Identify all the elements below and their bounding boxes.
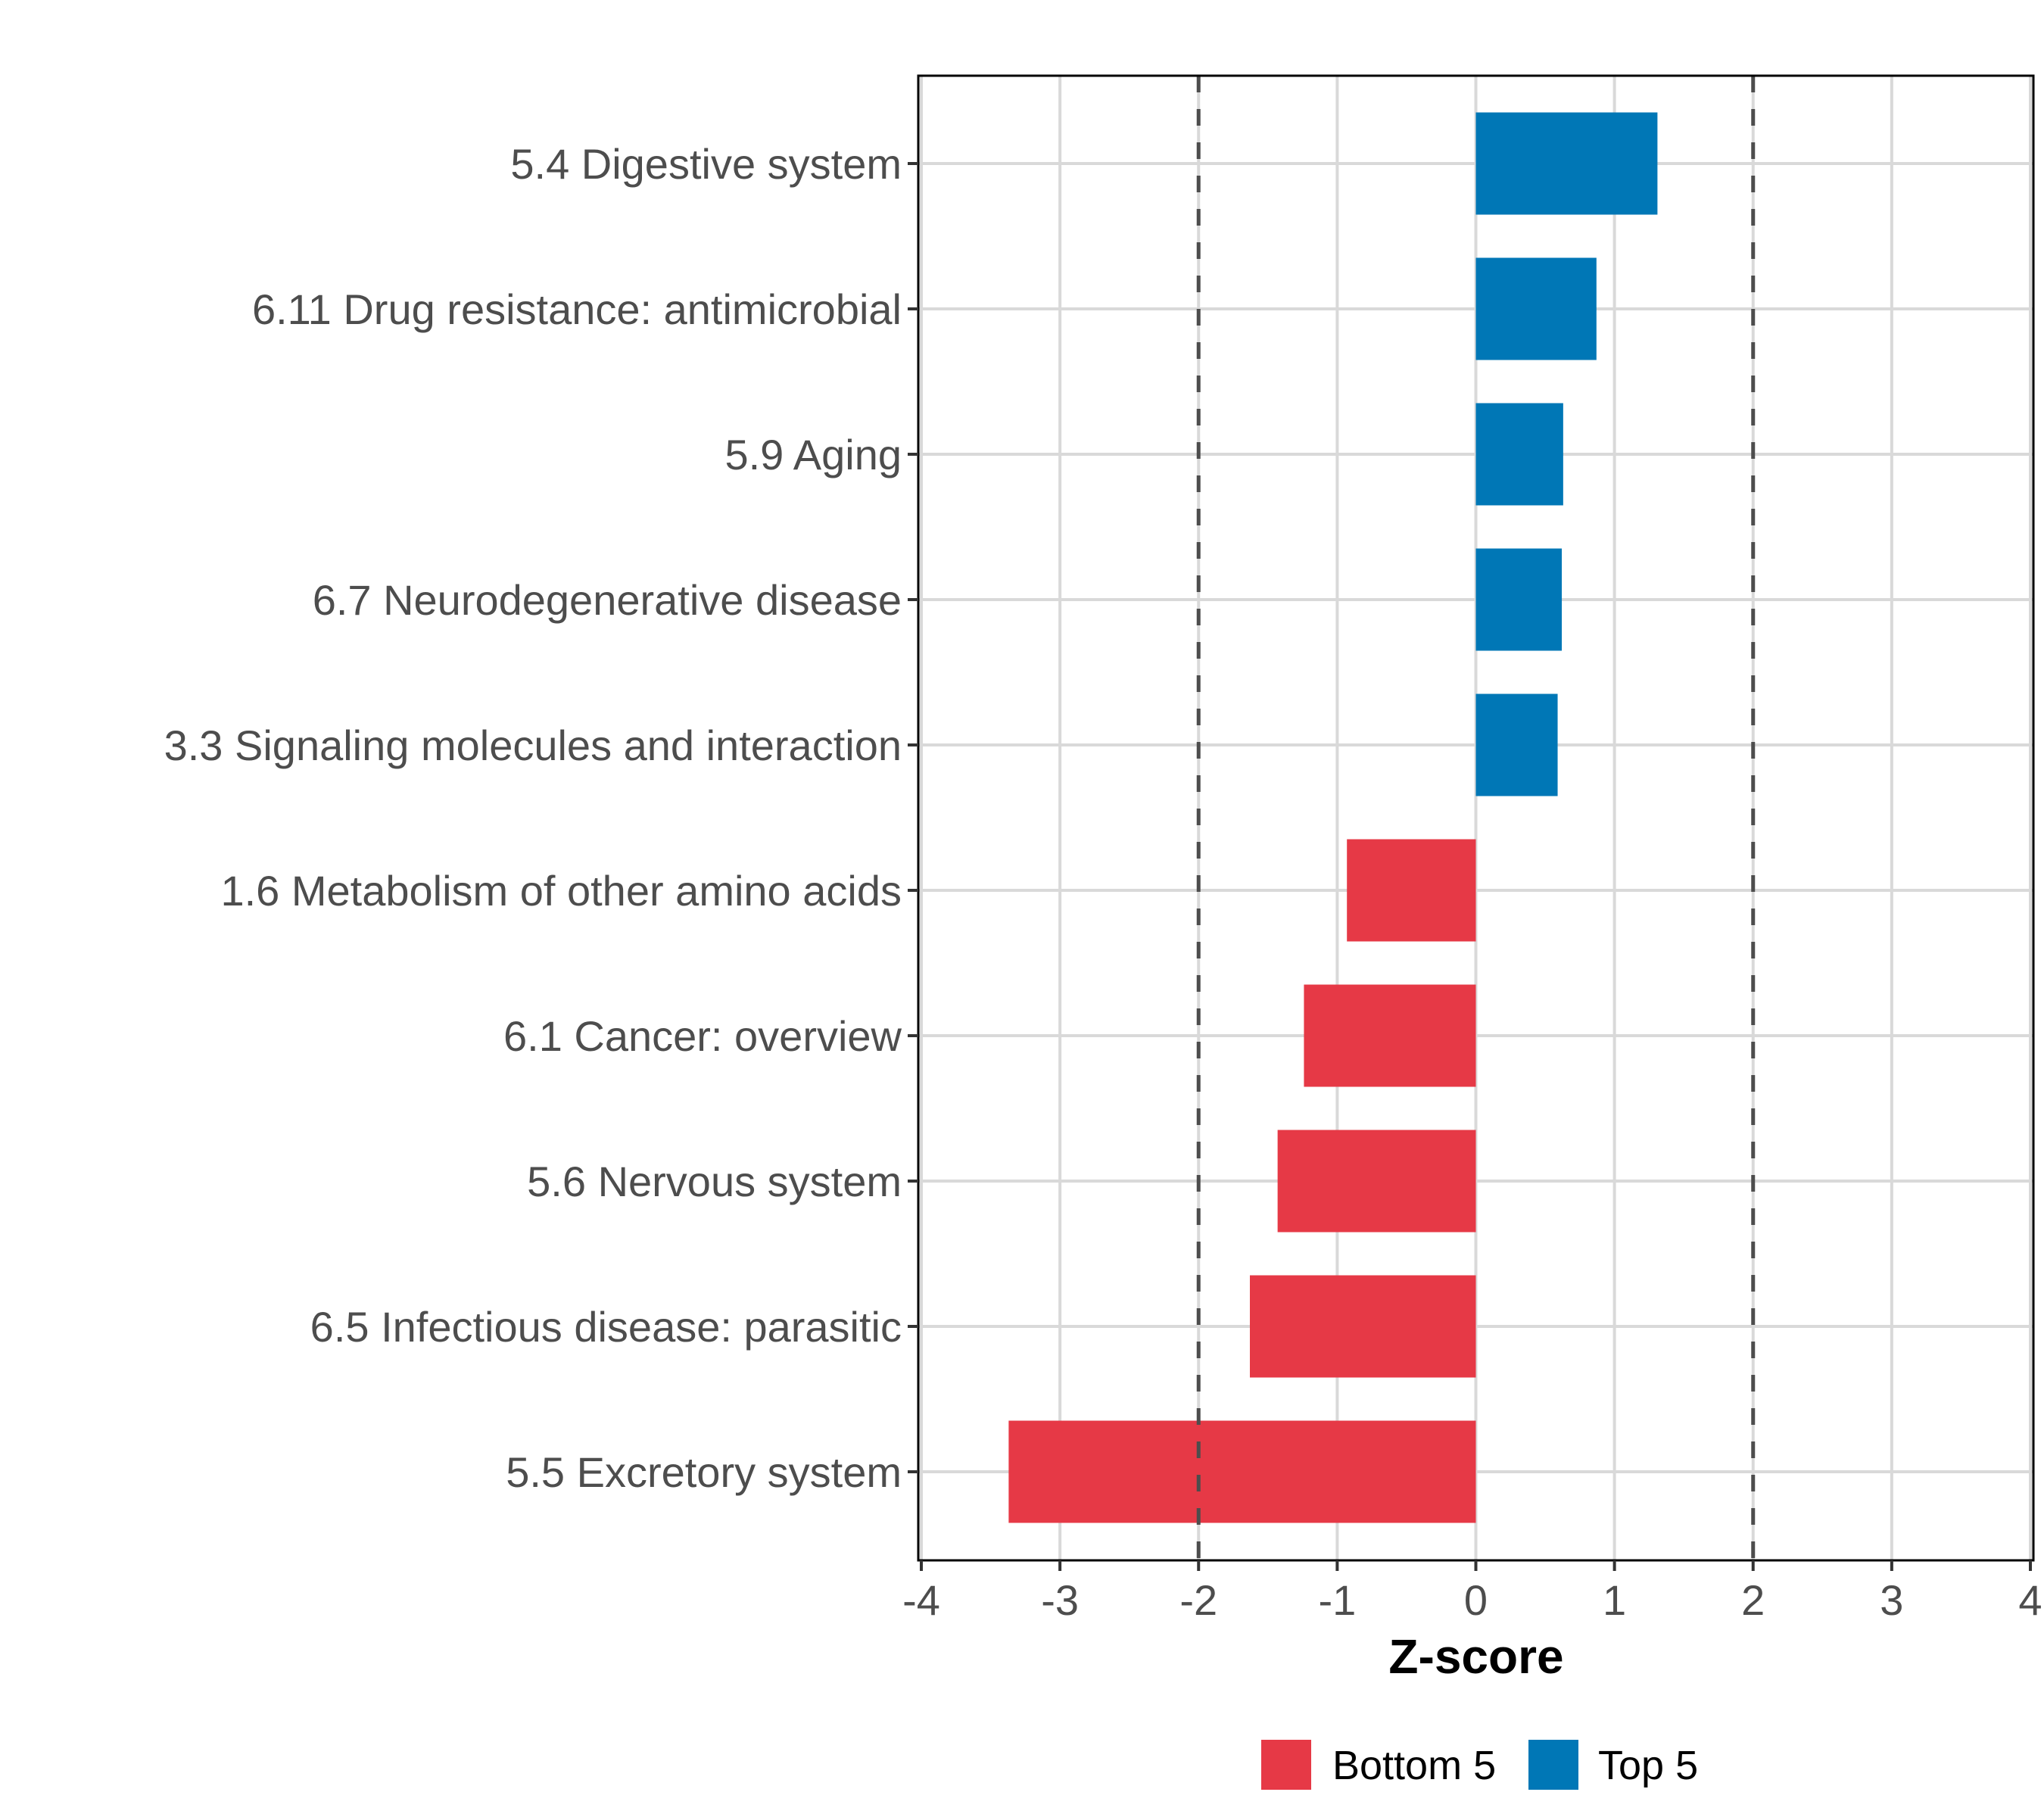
legend-swatch-1 bbox=[1528, 1740, 1578, 1790]
x-axis: -4 -3 -2 -1 0 1 2 3 4 bbox=[902, 1560, 2042, 1624]
bar-1 bbox=[1475, 257, 1597, 360]
x-tick-label-2: -2 bbox=[1179, 1576, 1217, 1624]
bars bbox=[1008, 112, 1658, 1523]
y-tick-label-6: 6.1 Cancer: overview bbox=[503, 1012, 902, 1060]
y-tick-label-9: 5.5 Excretory system bbox=[506, 1448, 902, 1496]
x-tick-label-8: 4 bbox=[2018, 1576, 2042, 1624]
bar-8 bbox=[1250, 1275, 1476, 1378]
legend-label-1: Top 5 bbox=[1598, 1743, 1698, 1788]
y-tick-label-0: 5.4 Digestive system bbox=[510, 140, 902, 188]
bar-0 bbox=[1475, 112, 1658, 215]
y-tick-label-2: 5.9 Aging bbox=[724, 431, 902, 478]
x-tick-label-4: 0 bbox=[1464, 1576, 1488, 1624]
bar-9 bbox=[1008, 1420, 1476, 1523]
bar-6 bbox=[1304, 984, 1476, 1087]
legend-swatch-0 bbox=[1261, 1740, 1311, 1790]
reference-lines bbox=[1196, 76, 1756, 1560]
x-tick-label-1: -3 bbox=[1041, 1576, 1079, 1624]
x-tick-label-5: 1 bbox=[1603, 1576, 1626, 1624]
x-axis-title: Z-score bbox=[1388, 1629, 1563, 1684]
bar-2 bbox=[1475, 403, 1563, 506]
bar-7 bbox=[1277, 1130, 1476, 1233]
legend: Bottom 5 Top 5 bbox=[1261, 1740, 1698, 1790]
legend-label-0: Bottom 5 bbox=[1332, 1743, 1496, 1788]
y-tick-label-1: 6.11 Drug resistance: antimicrobial bbox=[252, 285, 902, 333]
bar-4 bbox=[1475, 693, 1558, 796]
y-tick-label-4: 3.3 Signaling molecules and interaction bbox=[164, 722, 902, 769]
x-tick-label-0: -4 bbox=[902, 1576, 940, 1624]
bar-5 bbox=[1347, 839, 1476, 942]
y-axis: 5.4 Digestive system 6.11 Drug resistance… bbox=[164, 140, 918, 1496]
x-tick-label-7: 3 bbox=[1880, 1576, 1903, 1624]
y-tick-label-5: 1.6 Metabolism of other amino acids bbox=[220, 867, 902, 915]
y-tick-label-8: 6.5 Infectious disease: parasitic bbox=[310, 1303, 902, 1351]
bar-3 bbox=[1475, 548, 1563, 651]
y-tick-label-3: 6.7 Neurodegenerative disease bbox=[313, 576, 902, 624]
x-tick-label-3: -1 bbox=[1318, 1576, 1356, 1624]
x-tick-label-6: 2 bbox=[1741, 1576, 1765, 1624]
y-tick-label-7: 5.6 Nervous system bbox=[527, 1158, 902, 1205]
